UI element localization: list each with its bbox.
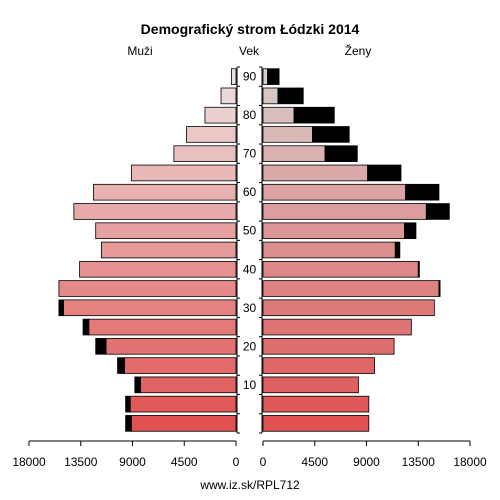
male-excess-bar bbox=[82, 318, 90, 336]
female-bar bbox=[262, 318, 412, 336]
female-excess-bar bbox=[404, 222, 417, 240]
age-tick-label: 10 bbox=[243, 378, 257, 392]
male-bar bbox=[230, 68, 237, 85]
female-bar bbox=[262, 164, 369, 182]
female-bar bbox=[262, 222, 405, 240]
female-excess-bar bbox=[267, 68, 280, 85]
male-bar bbox=[140, 376, 237, 394]
female-bar bbox=[262, 376, 359, 394]
male-bar bbox=[63, 299, 237, 317]
male-bar bbox=[130, 164, 237, 182]
male-excess-bar bbox=[125, 395, 131, 413]
male-bar bbox=[204, 106, 237, 124]
male-bar bbox=[186, 126, 237, 143]
male-bar bbox=[129, 395, 237, 413]
age-tick-label: 60 bbox=[243, 185, 257, 199]
female-bar bbox=[262, 203, 427, 220]
female-excess-bar bbox=[438, 280, 441, 297]
male-bars bbox=[58, 68, 237, 432]
female-bar bbox=[262, 280, 440, 297]
female-excess-bar bbox=[394, 241, 401, 259]
male-bar bbox=[73, 203, 237, 220]
female-excess-bar bbox=[367, 164, 402, 182]
female-bar bbox=[262, 299, 435, 317]
female-bar bbox=[262, 260, 419, 278]
x-tick-label: 4500 bbox=[301, 455, 328, 469]
age-label: Vek bbox=[239, 44, 260, 58]
x-axis: 18000 13500 9000 4500 0 0 4500 9000 13500 18000 bbox=[12, 440, 487, 469]
female-label: Ženy bbox=[345, 43, 372, 58]
male-bar bbox=[101, 241, 237, 259]
female-bars bbox=[262, 68, 450, 432]
male-bar bbox=[95, 222, 237, 240]
male-bar bbox=[105, 338, 237, 355]
female-bar bbox=[262, 87, 279, 105]
male-bar bbox=[130, 415, 237, 432]
female-bar bbox=[262, 415, 370, 432]
age-tick-label: 70 bbox=[243, 147, 257, 161]
male-bar bbox=[58, 280, 237, 297]
x-tick-label: 0 bbox=[260, 455, 267, 469]
male-label: Muži bbox=[127, 44, 152, 58]
x-tick-label: 13500 bbox=[402, 455, 436, 469]
age-axis: 10 20 30 40 50 60 70 80 90 bbox=[236, 66, 263, 434]
age-tick-label: 40 bbox=[243, 262, 257, 276]
age-tick-label: 90 bbox=[243, 70, 257, 84]
female-excess-bar bbox=[293, 106, 335, 124]
x-tick-label: 9000 bbox=[119, 455, 146, 469]
x-tick-label: 18000 bbox=[453, 455, 487, 469]
age-tick-label: 30 bbox=[243, 301, 257, 315]
source-label: www.iz.sk/RPL712 bbox=[199, 478, 300, 492]
male-excess-bar bbox=[58, 299, 64, 317]
female-bar bbox=[262, 357, 375, 374]
male-excess-bar bbox=[95, 338, 107, 355]
male-bar bbox=[220, 87, 237, 105]
chart-title: Demografický strom Łódzki 2014 bbox=[141, 21, 360, 37]
female-bar bbox=[262, 395, 370, 413]
female-excess-bar bbox=[277, 87, 304, 105]
female-bar bbox=[262, 241, 396, 259]
female-bar bbox=[262, 145, 326, 162]
female-bar bbox=[262, 106, 295, 124]
female-bar bbox=[262, 68, 268, 85]
female-excess-bar bbox=[425, 203, 450, 220]
male-bar bbox=[93, 183, 237, 201]
age-tick-label: 50 bbox=[243, 224, 257, 238]
age-tick-label: 80 bbox=[243, 108, 257, 122]
female-excess-bar bbox=[324, 145, 358, 162]
female-excess-bar bbox=[312, 126, 350, 143]
female-bar bbox=[262, 183, 407, 201]
age-tick-label: 20 bbox=[243, 339, 257, 353]
male-excess-bar bbox=[117, 357, 125, 374]
female-bar bbox=[262, 338, 395, 355]
x-tick-label: 4500 bbox=[171, 455, 198, 469]
female-excess-bar bbox=[417, 260, 420, 278]
male-bar bbox=[173, 145, 237, 162]
x-tick-label: 18000 bbox=[12, 455, 46, 469]
x-tick-label: 9000 bbox=[353, 455, 380, 469]
male-bar bbox=[124, 357, 237, 374]
x-tick-label: 13500 bbox=[64, 455, 98, 469]
male-excess-bar bbox=[134, 376, 141, 394]
male-bar bbox=[79, 260, 237, 278]
female-bar bbox=[262, 126, 313, 143]
x-tick-label: 0 bbox=[233, 455, 240, 469]
male-excess-bar bbox=[125, 415, 132, 432]
female-excess-bar bbox=[405, 183, 440, 201]
male-bar bbox=[88, 318, 237, 336]
